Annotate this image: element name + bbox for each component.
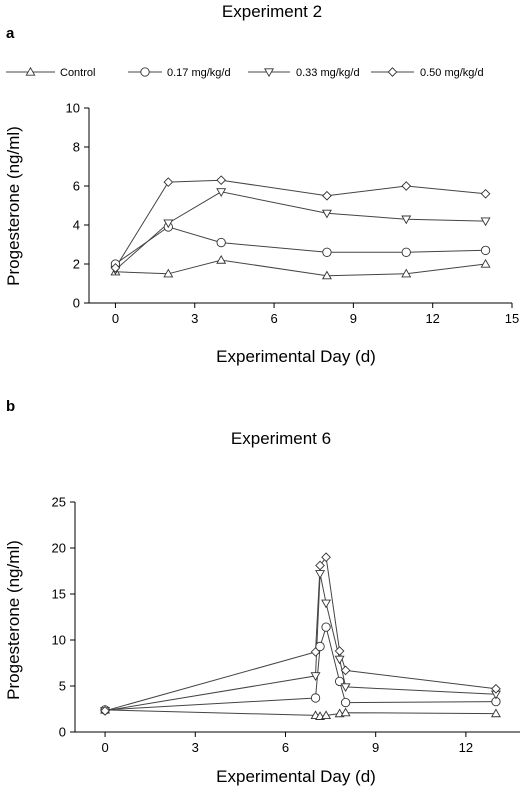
panel-b-plot: 0 5 10 15 20 25 0 3 6 9 12 — [52, 495, 520, 755]
panel-a-xlabel: Experimental Day (d) — [216, 347, 376, 366]
panel-b-xlabel: Experimental Day (d) — [216, 767, 376, 786]
y-tick-label: 25 — [52, 495, 66, 510]
data-point — [321, 599, 332, 609]
data-point — [340, 683, 351, 693]
data-point — [163, 268, 174, 278]
data-point — [163, 177, 174, 187]
series-line — [104, 555, 496, 712]
data-point — [340, 707, 351, 717]
y-tick-label: 2 — [73, 257, 80, 272]
x-tick-label: 12 — [425, 311, 439, 326]
data-point — [163, 219, 174, 229]
series-line — [115, 191, 486, 271]
data-point — [401, 268, 412, 278]
data-point — [340, 665, 351, 676]
data-point — [340, 697, 351, 708]
panel-b-title: Experiment 6 — [231, 429, 331, 448]
data-point — [490, 708, 501, 718]
legend-marker — [264, 68, 274, 78]
data-point — [321, 209, 332, 219]
data-point — [322, 190, 332, 201]
data-point — [401, 215, 412, 225]
panel-b-letter: b — [6, 398, 15, 415]
series-line — [114, 179, 486, 269]
series-line — [115, 226, 486, 265]
x-tick-label: 0 — [112, 311, 119, 326]
x-tick-label: 6 — [282, 740, 289, 755]
series-line — [105, 625, 496, 711]
data-point — [401, 247, 411, 257]
y-tick-label: 8 — [73, 140, 80, 155]
data-point — [110, 263, 121, 273]
y-tick-label: 20 — [52, 541, 66, 556]
x-tick-label: 3 — [192, 740, 199, 755]
y-tick-label: 0 — [73, 296, 80, 311]
panel-b-ylabel: Progesterone (ng/ml) — [4, 540, 23, 700]
data-point — [401, 181, 412, 191]
y-tick-label: 0 — [59, 725, 66, 740]
x-tick-label: 12 — [459, 740, 473, 755]
data-point — [334, 655, 345, 665]
x-tick-label: 0 — [101, 740, 108, 755]
data-point — [321, 622, 331, 632]
series-line — [105, 709, 496, 717]
legend-label: 0.17 mg/kg/d — [167, 67, 231, 79]
data-point — [216, 175, 227, 185]
data-point — [322, 247, 332, 257]
y-tick-label: 5 — [59, 679, 66, 694]
x-tick-label: 3 — [191, 311, 198, 326]
data-point — [216, 254, 227, 264]
panel-a-letter: a — [6, 25, 15, 42]
panel-a-title: Experiment 2 — [222, 2, 322, 21]
data-point — [334, 646, 345, 656]
x-tick-label: 9 — [350, 311, 357, 326]
data-point — [216, 237, 226, 248]
series-line — [105, 573, 496, 712]
data-point — [321, 552, 331, 563]
data-point — [100, 706, 110, 716]
data-point — [480, 245, 491, 256]
legend-label: Control — [60, 67, 95, 79]
y-tick-label: 15 — [52, 587, 66, 602]
data-point — [315, 570, 326, 579]
x-tick-label: 15 — [505, 311, 519, 326]
data-point — [321, 270, 332, 280]
data-point — [310, 693, 321, 703]
y-tick-label: 10 — [52, 633, 66, 648]
legend-label: 0.50 mg/kg/d — [420, 67, 484, 79]
y-tick-label: 10 — [66, 101, 80, 116]
panel-a-plot: 0 2 4 6 8 10 0 3 6 9 12 15 — [66, 101, 520, 327]
panel-a-ylabel: Progesterone (ng/ml) — [4, 126, 23, 286]
x-tick-label: 9 — [372, 740, 379, 755]
data-point — [216, 188, 227, 197]
data-point — [491, 683, 501, 694]
data-point — [310, 672, 321, 681]
y-tick-label: 6 — [73, 179, 80, 194]
x-tick-label: 6 — [270, 311, 277, 326]
data-point — [315, 641, 325, 652]
series-line — [115, 259, 486, 277]
data-point — [480, 188, 491, 199]
data-point — [321, 710, 332, 720]
panel-a-legend: Control 0.17 mg/kg/d 0.33 mg/kg/d 0.50 mg/k… — [6, 66, 484, 79]
data-point — [480, 217, 491, 227]
legend-marker — [140, 67, 150, 77]
legend-label: 0.33 mg/kg/d — [296, 67, 360, 79]
data-point — [315, 560, 325, 571]
data-point — [310, 647, 321, 657]
y-tick-label: 4 — [73, 218, 80, 233]
legend-marker — [25, 66, 36, 76]
legend-marker — [387, 67, 398, 77]
data-point — [480, 258, 491, 268]
